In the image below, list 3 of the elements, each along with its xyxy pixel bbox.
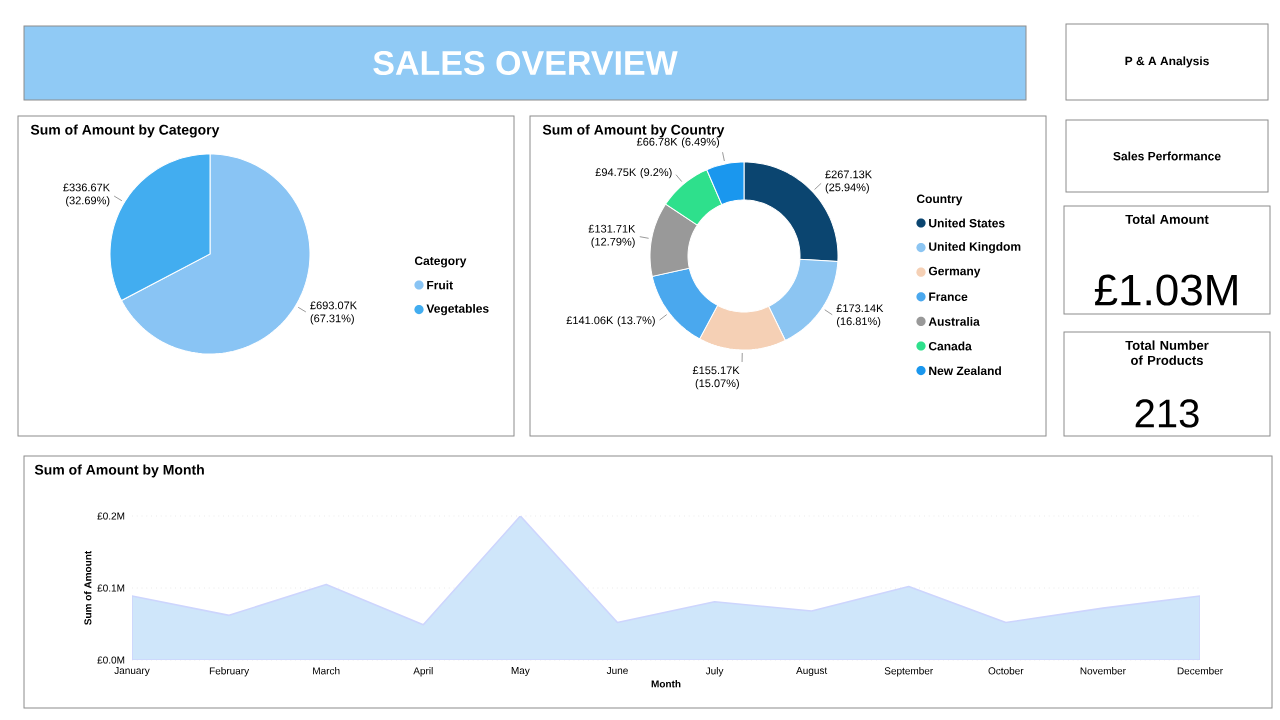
text: £1.03M <box>1094 274 1237 306</box>
text: 213 <box>1135 399 1199 428</box>
text: SALES OVERVIEW <box>373 50 678 76</box>
